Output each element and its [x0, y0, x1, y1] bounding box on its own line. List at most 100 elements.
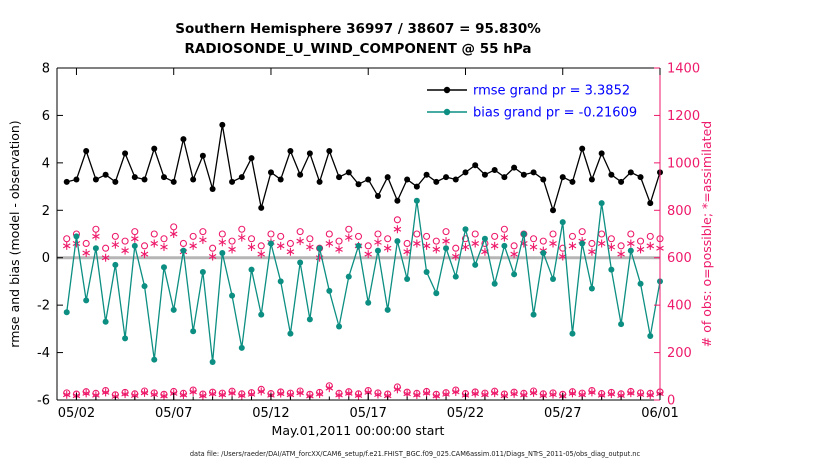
obs-possible-marker	[209, 244, 217, 252]
bias-marker	[258, 311, 265, 318]
asterisk-stroke	[597, 241, 606, 246]
asterisk-stroke	[588, 249, 596, 255]
rmse-marker	[92, 176, 99, 183]
asterisk-stroke	[150, 241, 159, 246]
obs-assimilated-marker	[335, 391, 343, 400]
obs-assimilated-marker	[403, 247, 411, 256]
bias-marker	[627, 247, 634, 254]
obs-assimilated-marker	[646, 391, 655, 400]
asterisk-stroke	[276, 243, 285, 249]
asterisk-stroke	[393, 386, 402, 392]
asterisk-stroke	[160, 393, 168, 399]
obs-assimilated-marker	[286, 247, 295, 256]
obs-assimilated-marker	[588, 388, 596, 397]
bias-marker	[394, 238, 401, 245]
rmse-marker	[131, 174, 138, 181]
asterisk-stroke	[646, 392, 655, 398]
asterisk-stroke	[451, 254, 460, 260]
obs-assimilated-marker	[276, 241, 285, 250]
obs-assimilated-marker	[490, 241, 499, 250]
asterisk-stroke	[257, 388, 266, 394]
obs-assimilated-marker	[549, 390, 557, 399]
obs-assimilated-marker	[169, 230, 178, 238]
asterisk-stroke	[354, 393, 363, 398]
obs-assimilated-marker	[62, 390, 71, 399]
obs-possible-marker	[646, 232, 654, 240]
right-tick-label: 200	[667, 346, 692, 361]
bias-marker	[452, 273, 459, 280]
obs-possible-marker	[102, 244, 110, 252]
obs-assimilated-marker	[140, 250, 149, 259]
asterisk-stroke	[374, 239, 382, 245]
asterisk-stroke	[549, 392, 557, 398]
asterisk-stroke	[131, 393, 139, 398]
obs-possible-marker	[325, 230, 333, 238]
obs-assimilated-marker	[208, 252, 217, 261]
asterisk-stroke	[529, 244, 538, 250]
bias-marker	[287, 330, 294, 337]
asterisk-stroke	[228, 390, 236, 396]
obs-assimilated-marker	[627, 239, 635, 248]
obs-assimilated-marker	[296, 388, 304, 397]
asterisk-stroke	[432, 393, 441, 399]
asterisk-stroke	[169, 231, 178, 237]
obs-possible-marker	[452, 244, 460, 252]
obs-assimilated-marker	[510, 389, 518, 398]
legend-sample-marker	[443, 108, 451, 116]
rmse-marker	[102, 171, 109, 178]
left-tick-label: 6	[42, 109, 50, 124]
bias-marker	[248, 266, 255, 273]
obs-possible-marker	[471, 230, 479, 238]
obs-assimilated-marker	[374, 238, 382, 247]
obs-assimilated-marker	[257, 250, 266, 259]
asterisk-stroke	[140, 251, 149, 257]
left-tick-label: 4	[42, 156, 50, 171]
bias-marker	[238, 344, 245, 351]
right-tick-label: 0	[667, 394, 675, 409]
obs-possible-marker	[140, 242, 149, 250]
bias-marker	[229, 292, 236, 299]
obs-possible-marker	[228, 237, 236, 245]
obs-assimilated-marker	[189, 241, 197, 250]
asterisk-stroke	[62, 392, 71, 398]
rmse-marker	[404, 176, 411, 183]
obs-possible-marker	[364, 242, 372, 250]
asterisk-stroke	[607, 244, 616, 250]
asterisk-stroke	[335, 392, 343, 398]
asterisk-stroke	[199, 237, 207, 243]
obs-assimilated-marker	[82, 248, 90, 257]
obs-assimilated-marker	[160, 243, 168, 252]
rmse-marker	[618, 178, 625, 185]
x-tick-label: 05/12	[252, 406, 289, 421]
asterisk-stroke	[111, 393, 120, 399]
bias-marker	[579, 240, 586, 247]
obs-possible-marker	[247, 235, 256, 243]
right-tick-label: 800	[667, 204, 692, 219]
asterisk-stroke	[636, 246, 645, 252]
legend: rmse grand pr = 3.3852 bias grand pr = -0…	[427, 84, 637, 121]
obs-assimilated-marker	[199, 235, 207, 244]
rmse-marker	[501, 174, 508, 181]
rmse-marker	[608, 171, 615, 178]
asterisk-stroke	[500, 235, 509, 241]
rmse-marker	[180, 136, 187, 143]
obs-assimilated-marker	[442, 237, 450, 246]
bias-marker	[443, 245, 450, 252]
obs-assimilated-marker	[131, 234, 139, 243]
obs-possible-marker	[549, 230, 557, 238]
obs-possible-marker	[598, 230, 606, 238]
asterisk-stroke	[568, 390, 577, 396]
bias-marker	[472, 261, 479, 268]
bias-marker	[277, 278, 284, 285]
bias-marker	[608, 266, 615, 273]
x-tick-label: 05/17	[349, 406, 386, 421]
bias-marker	[511, 271, 518, 278]
asterisk-stroke	[383, 245, 392, 251]
bias-marker	[160, 264, 167, 271]
legend-entry-label: rmse grand pr = 3.3852	[473, 84, 630, 99]
rmse-marker	[73, 176, 80, 183]
rmse-marker	[267, 169, 274, 176]
x-tick-label: 05/07	[155, 406, 192, 421]
